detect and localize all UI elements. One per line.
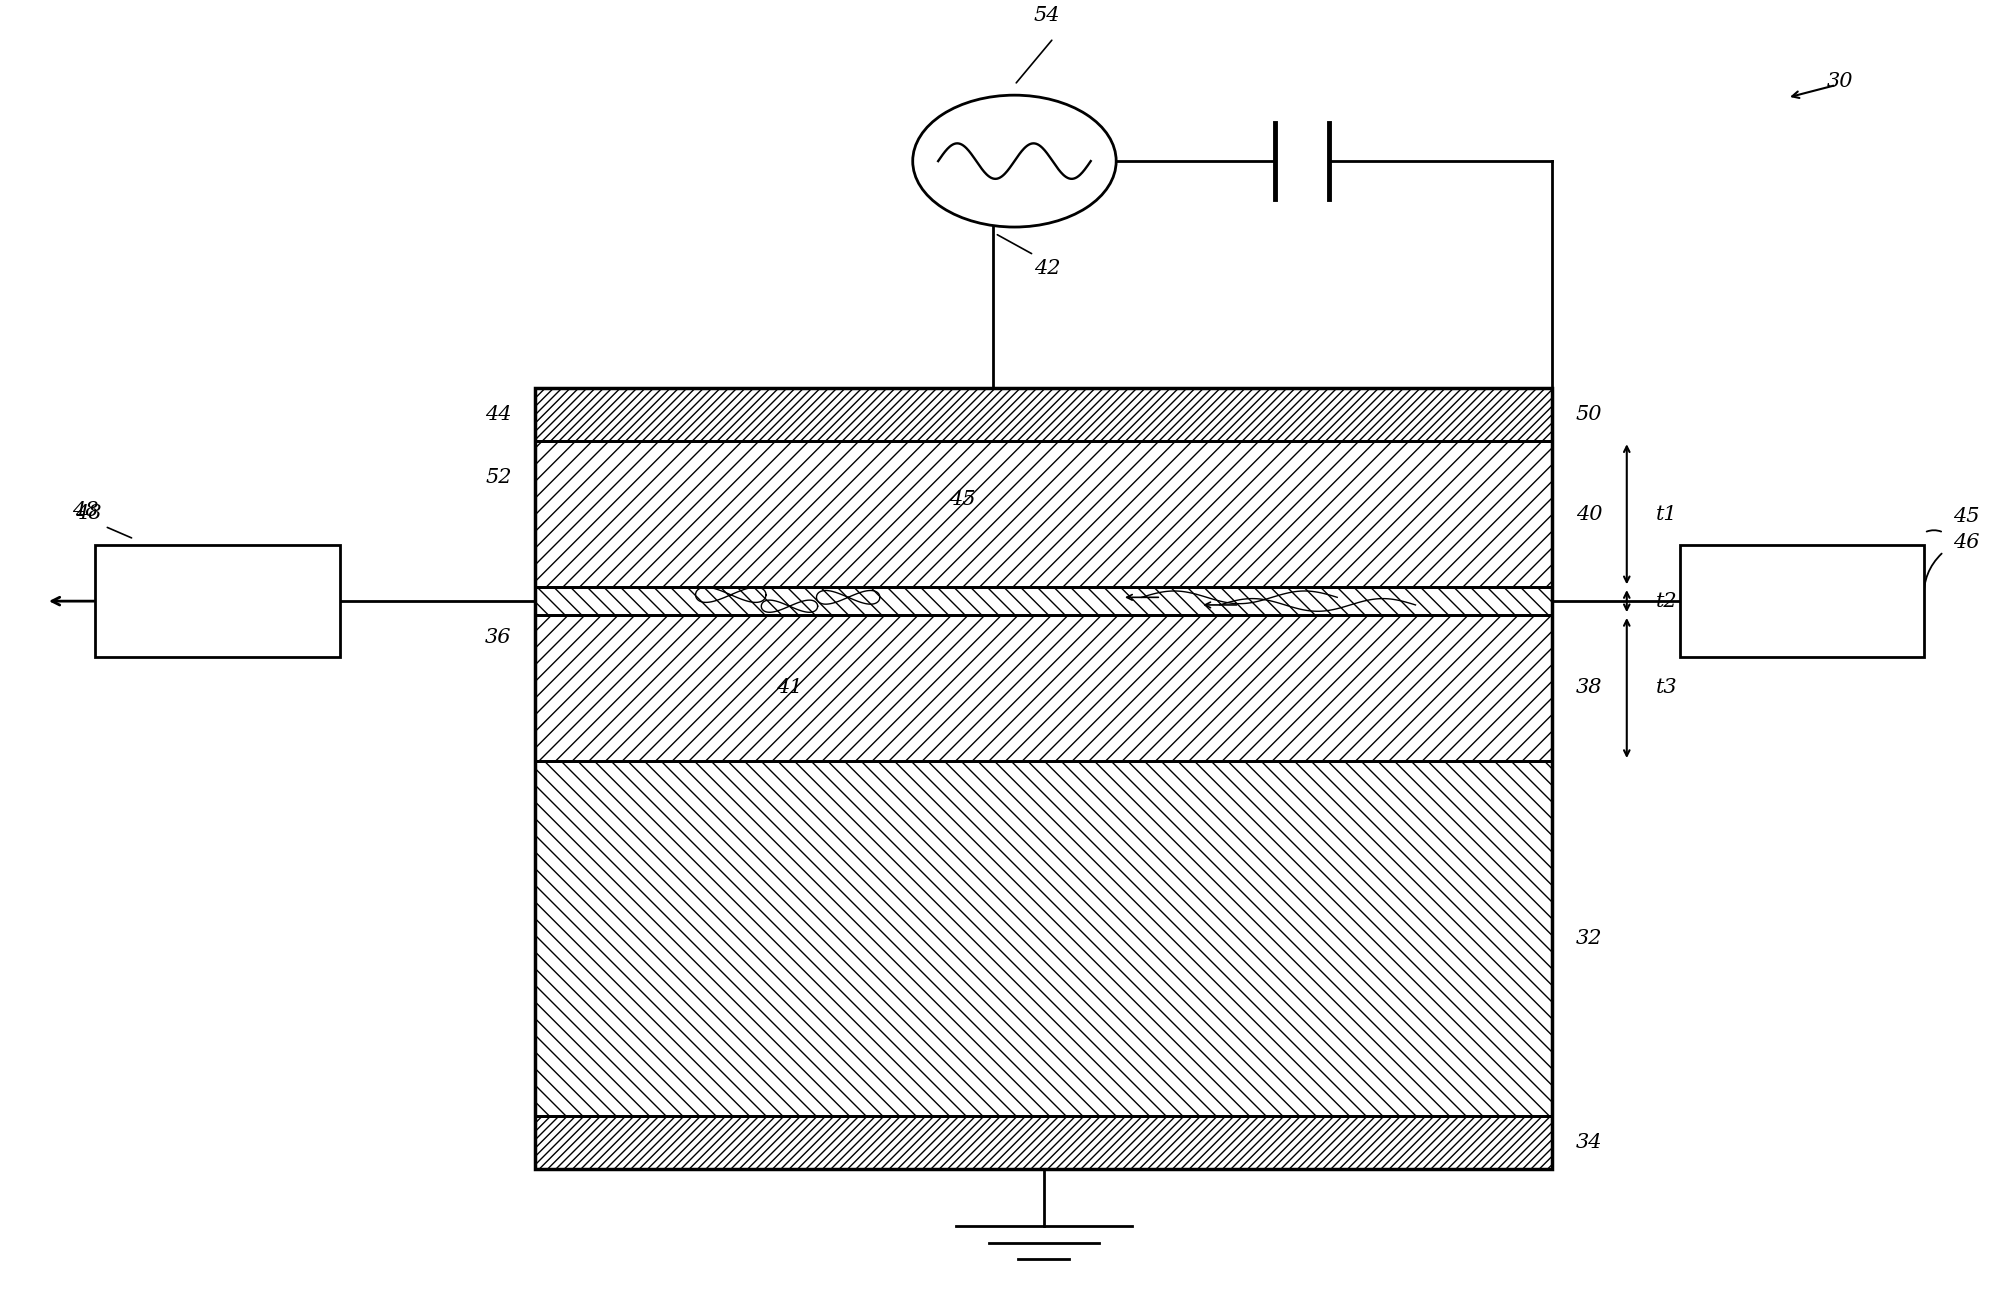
Bar xyxy=(535,442,1553,588)
Text: 42: 42 xyxy=(1034,259,1060,278)
Text: 45: 45 xyxy=(1953,507,1979,526)
Bar xyxy=(95,546,340,657)
Text: 54: 54 xyxy=(1034,7,1060,26)
Bar xyxy=(535,615,1553,761)
Text: 52: 52 xyxy=(485,468,511,487)
Text: INPUT: INPUT xyxy=(1776,577,1828,592)
Bar xyxy=(535,388,1553,442)
Bar xyxy=(535,588,1553,615)
Bar xyxy=(535,761,1553,1115)
Text: 34: 34 xyxy=(1575,1134,1603,1152)
Text: 50: 50 xyxy=(1575,405,1603,425)
Text: t2: t2 xyxy=(1657,592,1679,611)
Text: OUTPUT: OUTPUT xyxy=(183,577,253,592)
Text: 46: 46 xyxy=(1953,533,1979,551)
Text: 32: 32 xyxy=(1575,929,1603,949)
Text: 48: 48 xyxy=(72,500,97,520)
Text: 41: 41 xyxy=(776,679,804,697)
Bar xyxy=(535,1115,1553,1169)
Text: t1: t1 xyxy=(1657,504,1679,524)
Text: 38: 38 xyxy=(1575,679,1603,697)
FancyArrowPatch shape xyxy=(1927,530,1941,532)
Text: 30: 30 xyxy=(1826,73,1854,91)
Text: FIBER: FIBER xyxy=(193,610,243,625)
Bar xyxy=(535,388,1553,1169)
Text: 44: 44 xyxy=(485,405,511,425)
Text: 48: 48 xyxy=(76,503,101,523)
Text: 40: 40 xyxy=(1575,504,1603,524)
FancyArrowPatch shape xyxy=(1923,554,1941,598)
Circle shape xyxy=(913,95,1116,227)
Text: 36: 36 xyxy=(485,628,511,646)
Text: 45: 45 xyxy=(949,490,977,509)
Bar xyxy=(1679,546,1923,657)
Text: FIBER: FIBER xyxy=(1776,610,1826,625)
Text: t3: t3 xyxy=(1657,679,1679,697)
